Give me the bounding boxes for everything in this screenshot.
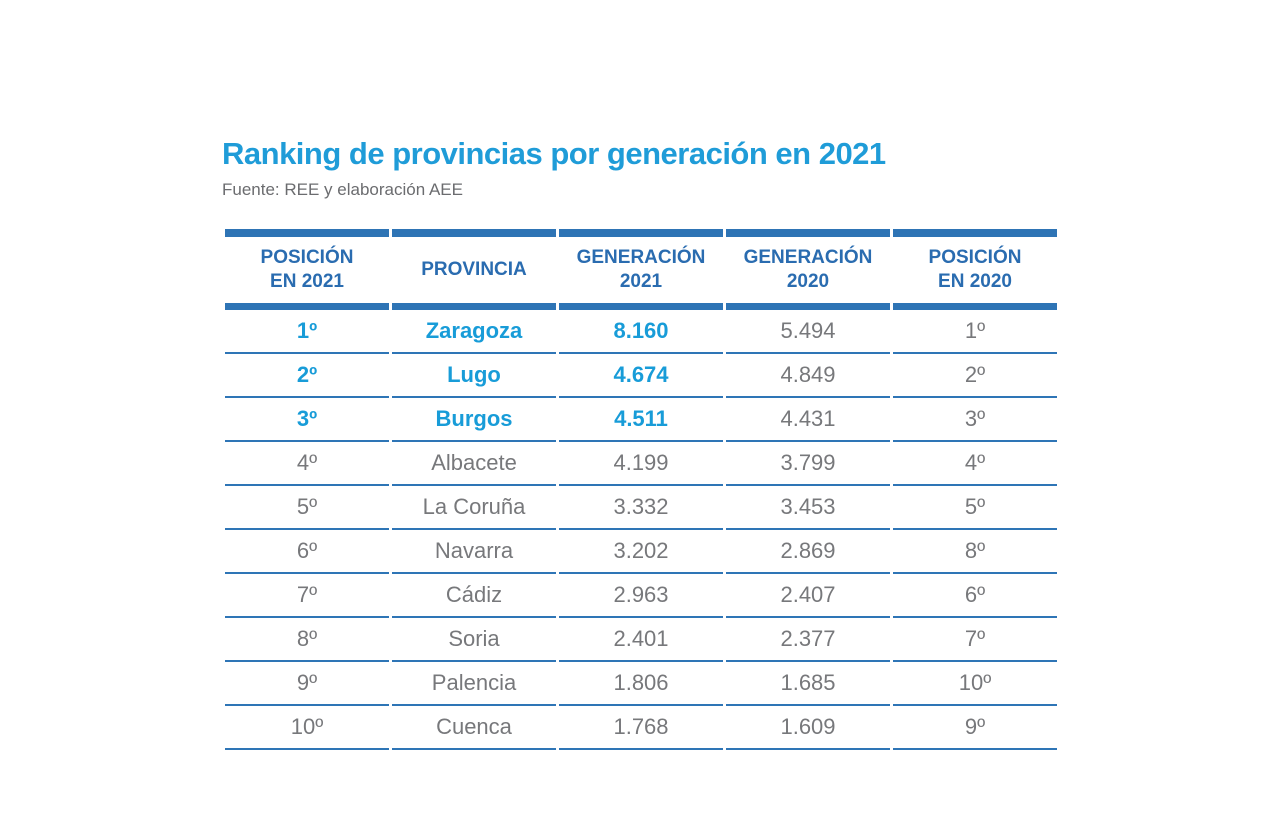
table-row-7: 7º Cádiz 2.963 2.407 6º xyxy=(225,574,1057,618)
cell-generacion-2021: 3.332 xyxy=(559,486,723,530)
cell-posicion-2020: 3º xyxy=(893,398,1057,442)
cell-generacion-2021: 1.768 xyxy=(559,706,723,750)
table-body: 1º Zaragoza 8.160 5.494 1º 2º Lugo 4.674… xyxy=(225,310,1057,750)
cell-provincia: Soria xyxy=(392,618,556,662)
cell-provincia: Navarra xyxy=(392,530,556,574)
cell-posicion-2021: 7º xyxy=(225,574,389,618)
cell-generacion-2020: 1.609 xyxy=(726,706,890,750)
cell-generacion-2021: 2.963 xyxy=(559,574,723,618)
table-row-10: 10º Cuenca 1.768 1.609 9º xyxy=(225,706,1057,750)
cell-generacion-2020: 1.685 xyxy=(726,662,890,706)
page-title: Ranking de provincias por generación en … xyxy=(222,136,886,171)
table-row-8: 8º Soria 2.401 2.377 7º xyxy=(225,618,1057,662)
cell-posicion-2021: 9º xyxy=(225,662,389,706)
cell-generacion-2021: 1.806 xyxy=(559,662,723,706)
table-row-2: 2º Lugo 4.674 4.849 2º xyxy=(225,354,1057,398)
cell-generacion-2021: 8.160 xyxy=(559,310,723,354)
header-line: EN 2020 xyxy=(938,271,1012,292)
header-line: 2021 xyxy=(619,271,663,292)
cell-provincia: Zaragoza xyxy=(392,310,556,354)
cell-posicion-2020: 8º xyxy=(893,530,1057,574)
table-row-6: 6º Navarra 3.202 2.869 8º xyxy=(225,530,1057,574)
cell-posicion-2021: 8º xyxy=(225,618,389,662)
column-header-posicion-2020: POSICIÓN EN 2020 xyxy=(893,229,1057,310)
cell-posicion-2021: 2º xyxy=(225,354,389,398)
cell-generacion-2021: 2.401 xyxy=(559,618,723,662)
cell-provincia: Albacete xyxy=(392,442,556,486)
cell-generacion-2020: 5.494 xyxy=(726,310,890,354)
cell-generacion-2021: 4.511 xyxy=(559,398,723,442)
table-row-1: 1º Zaragoza 8.160 5.494 1º xyxy=(225,310,1057,354)
cell-posicion-2020: 4º xyxy=(893,442,1057,486)
table-row-4: 4º Albacete 4.199 3.799 4º xyxy=(225,442,1057,486)
cell-posicion-2021: 5º xyxy=(225,486,389,530)
table-row-3: 3º Burgos 4.511 4.431 3º xyxy=(225,398,1057,442)
cell-generacion-2021: 4.199 xyxy=(559,442,723,486)
cell-posicion-2021: 4º xyxy=(225,442,389,486)
cell-generacion-2021: 3.202 xyxy=(559,530,723,574)
cell-posicion-2020: 5º xyxy=(893,486,1057,530)
cell-posicion-2021: 1º xyxy=(225,310,389,354)
cell-posicion-2020: 6º xyxy=(893,574,1057,618)
cell-posicion-2021: 10º xyxy=(225,706,389,750)
header-row: POSICIÓN EN 2021 PROVINCIA GENERACIÓN 20… xyxy=(225,229,1057,310)
cell-provincia: Cuenca xyxy=(392,706,556,750)
cell-generacion-2020: 2.377 xyxy=(726,618,890,662)
cell-generacion-2020: 4.849 xyxy=(726,354,890,398)
header-line: POSICIÓN xyxy=(928,247,1022,268)
cell-provincia: Cádiz xyxy=(392,574,556,618)
cell-generacion-2021: 4.674 xyxy=(559,354,723,398)
header-line: 2020 xyxy=(786,271,830,292)
column-header-generacion-2020: GENERACIÓN 2020 xyxy=(726,229,890,310)
cell-generacion-2020: 2.869 xyxy=(726,530,890,574)
table-header: POSICIÓN EN 2021 PROVINCIA GENERACIÓN 20… xyxy=(225,229,1057,310)
column-header-posicion-2021: POSICIÓN EN 2021 xyxy=(225,229,389,310)
table-row-9: 9º Palencia 1.806 1.685 10º xyxy=(225,662,1057,706)
cell-provincia: La Coruña xyxy=(392,486,556,530)
cell-generacion-2020: 3.799 xyxy=(726,442,890,486)
ranking-table: POSICIÓN EN 2021 PROVINCIA GENERACIÓN 20… xyxy=(222,229,1060,750)
cell-generacion-2020: 4.431 xyxy=(726,398,890,442)
header-line: GENERACIÓN xyxy=(743,247,873,268)
cell-posicion-2020: 2º xyxy=(893,354,1057,398)
content-area: Ranking de provincias por generación en … xyxy=(222,136,1060,750)
cell-posicion-2020: 1º xyxy=(893,310,1057,354)
header-line: PROVINCIA xyxy=(421,259,527,280)
header-line: GENERACIÓN xyxy=(576,247,706,268)
cell-generacion-2020: 2.407 xyxy=(726,574,890,618)
cell-provincia: Palencia xyxy=(392,662,556,706)
cell-posicion-2020: 10º xyxy=(893,662,1057,706)
cell-generacion-2020: 3.453 xyxy=(726,486,890,530)
column-header-provincia: PROVINCIA xyxy=(392,229,556,310)
table-row-5: 5º La Coruña 3.332 3.453 5º xyxy=(225,486,1057,530)
cell-posicion-2020: 9º xyxy=(893,706,1057,750)
source-caption: Fuente: REE y elaboración AEE xyxy=(222,180,463,199)
cell-provincia: Lugo xyxy=(392,354,556,398)
column-header-generacion-2021: GENERACIÓN 2021 xyxy=(559,229,723,310)
cell-posicion-2021: 6º xyxy=(225,530,389,574)
header-line: POSICIÓN xyxy=(260,247,354,268)
header-line: EN 2021 xyxy=(270,271,344,292)
cell-provincia: Burgos xyxy=(392,398,556,442)
cell-posicion-2020: 7º xyxy=(893,618,1057,662)
cell-posicion-2021: 3º xyxy=(225,398,389,442)
